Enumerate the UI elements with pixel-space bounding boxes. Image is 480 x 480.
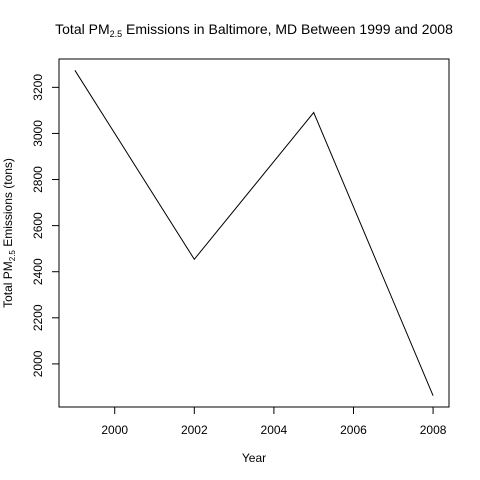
plot-frame [58, 58, 450, 408]
y-axis-label-suffix: Emissions (tons) [1, 158, 15, 250]
x-axis-label: Year [242, 451, 266, 465]
y-tick-label-0: 2000 [31, 350, 45, 377]
y-tick-label-1: 2200 [31, 304, 45, 331]
x-tick-label-3: 2006 [340, 423, 367, 437]
chart-title-prefix: Total PM [55, 21, 109, 37]
x-tick-label-2: 2004 [261, 423, 288, 437]
series-line [74, 70, 434, 396]
x-tick-label-0: 2000 [101, 423, 128, 437]
y-axis: 2000 2200 2400 2600 2800 3000 3200 [31, 74, 60, 377]
y-axis-label-subscript: 2.5 [8, 250, 17, 262]
y-tick-label-2: 2400 [31, 258, 45, 285]
chart-title-subscript: 2.5 [110, 29, 123, 39]
y-axis-label: Total PM2.5 Emissions (tons) [1, 158, 17, 308]
y-axis-label-prefix: Total PM [1, 261, 15, 308]
chart-title-suffix: Emissions in Baltimore, MD Between 1999 … [122, 21, 453, 37]
x-axis: 2000 2002 2004 2006 2008 [101, 406, 447, 437]
y-tick-label-4: 2800 [31, 166, 45, 193]
y-tick-label-6: 3200 [31, 74, 45, 101]
chart-title: Total PM2.5 Emissions in Baltimore, MD B… [55, 21, 453, 39]
y-tick-label-5: 3000 [31, 120, 45, 147]
y-tick-label-3: 2600 [31, 212, 45, 239]
x-tick-label-1: 2002 [181, 423, 208, 437]
x-tick-label-4: 2008 [420, 423, 447, 437]
